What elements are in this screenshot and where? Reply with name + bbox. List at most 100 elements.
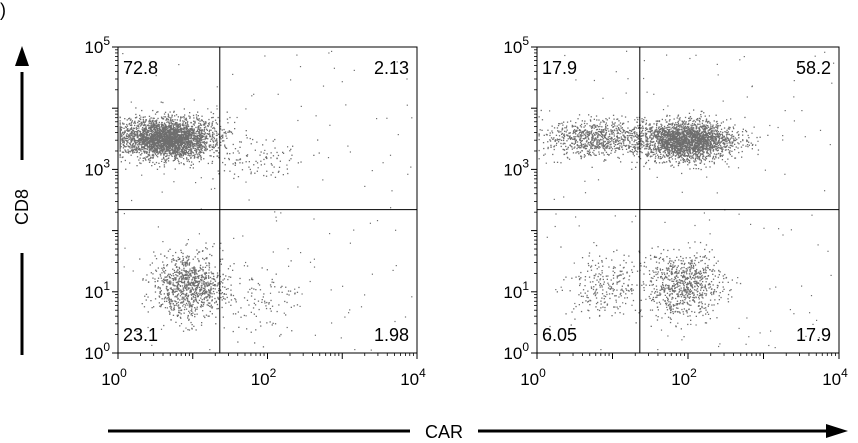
scatter-point <box>222 136 224 138</box>
scatter-point <box>164 125 167 128</box>
scatter-point <box>614 138 616 140</box>
scatter-point <box>172 268 174 270</box>
scatter-point <box>329 233 331 235</box>
scatter-point <box>194 316 196 318</box>
scatter-point <box>245 134 247 136</box>
scatter-point <box>163 122 166 124</box>
scatter-point <box>154 128 157 130</box>
scatter-point <box>193 117 195 119</box>
scatter-point <box>224 144 226 146</box>
scatter-point <box>153 251 155 253</box>
scatter-point <box>182 274 184 276</box>
scatter-point <box>646 128 648 131</box>
scatter-point <box>157 156 159 158</box>
scatter-point <box>129 138 131 140</box>
scatter-point <box>218 290 220 292</box>
scatter-point <box>172 300 174 302</box>
scatter-point <box>194 142 196 145</box>
scatter-point <box>175 148 177 150</box>
scatter-point <box>191 267 193 269</box>
scatter-point <box>201 145 203 147</box>
scatter-point <box>601 126 603 128</box>
scatter-point <box>179 325 181 327</box>
scatter-point <box>152 277 154 279</box>
scatter-point <box>173 120 175 123</box>
scatter-point <box>200 130 202 132</box>
scatter-point <box>199 268 202 270</box>
scatter-point <box>210 306 212 308</box>
scatter-point <box>182 255 184 258</box>
scatter-point <box>136 165 138 167</box>
scatter-point <box>194 278 196 280</box>
scatter-point <box>122 131 124 134</box>
scatter-point <box>169 277 171 279</box>
scatter-point <box>212 131 214 134</box>
scatter-point <box>234 162 236 164</box>
scatter-point <box>193 325 195 327</box>
scatter-point <box>156 151 158 154</box>
scatter-point <box>160 293 162 295</box>
scatter-point <box>194 132 196 134</box>
scatter-point <box>551 132 554 134</box>
scatter-point <box>207 125 209 127</box>
scatter-point <box>165 147 167 149</box>
scatter-point <box>164 152 166 154</box>
scatter-point <box>173 309 176 311</box>
scatter-point <box>293 305 295 307</box>
scatter-point <box>137 148 139 151</box>
scatter-point <box>274 211 276 213</box>
scatter-point <box>144 130 146 132</box>
scatter-point <box>174 152 176 154</box>
scatter-point <box>253 313 255 315</box>
scatter-point <box>123 213 125 215</box>
scatter-point <box>149 127 151 129</box>
scatter-point <box>186 141 188 143</box>
scatter-point <box>147 281 150 283</box>
scatter-point <box>240 316 242 318</box>
scatter-point <box>214 284 217 286</box>
scatter-point <box>224 131 227 133</box>
scatter-point <box>157 135 160 138</box>
scatter-point <box>180 136 182 138</box>
scatter-point <box>217 133 220 135</box>
quadrant-percentage-upper-right: 2.13 <box>374 58 409 78</box>
scatter-point <box>159 273 161 276</box>
scatter-point <box>149 160 151 162</box>
scatter-point <box>263 293 265 295</box>
scatter-point <box>586 145 588 147</box>
scatter-point <box>153 145 155 148</box>
scatter-point <box>136 150 138 152</box>
scatter-point <box>164 269 167 272</box>
scatter-point <box>143 121 145 123</box>
scatter-point <box>260 151 262 153</box>
scatter-point <box>166 289 168 291</box>
scatter-point <box>185 136 187 138</box>
scatter-point <box>209 294 211 296</box>
scatter-point <box>188 270 191 272</box>
scatter-point <box>610 131 612 133</box>
scatter-point <box>199 134 202 136</box>
scatter-point <box>185 137 187 139</box>
scatter-point <box>287 248 289 250</box>
scatter-point <box>179 147 181 150</box>
scatter-point <box>146 137 148 139</box>
scatter-point <box>196 253 199 255</box>
scatter-point <box>572 138 575 140</box>
scatter-point <box>127 145 129 147</box>
scatter-point <box>621 127 623 129</box>
scatter-point <box>126 119 128 121</box>
scatter-point <box>169 137 171 139</box>
scatter-point <box>225 288 228 290</box>
scatter-point <box>120 126 122 129</box>
scatter-point <box>180 302 183 304</box>
scatter-point <box>135 139 137 142</box>
scatter-point <box>228 301 230 303</box>
scatter-point <box>200 144 203 146</box>
scatter-point <box>179 276 181 278</box>
scatter-point <box>166 130 168 132</box>
scatter-point <box>159 152 161 154</box>
scatter-point <box>161 136 164 138</box>
scatter-point <box>175 155 177 157</box>
scatter-point <box>214 284 216 286</box>
scatter-point <box>250 143 252 145</box>
